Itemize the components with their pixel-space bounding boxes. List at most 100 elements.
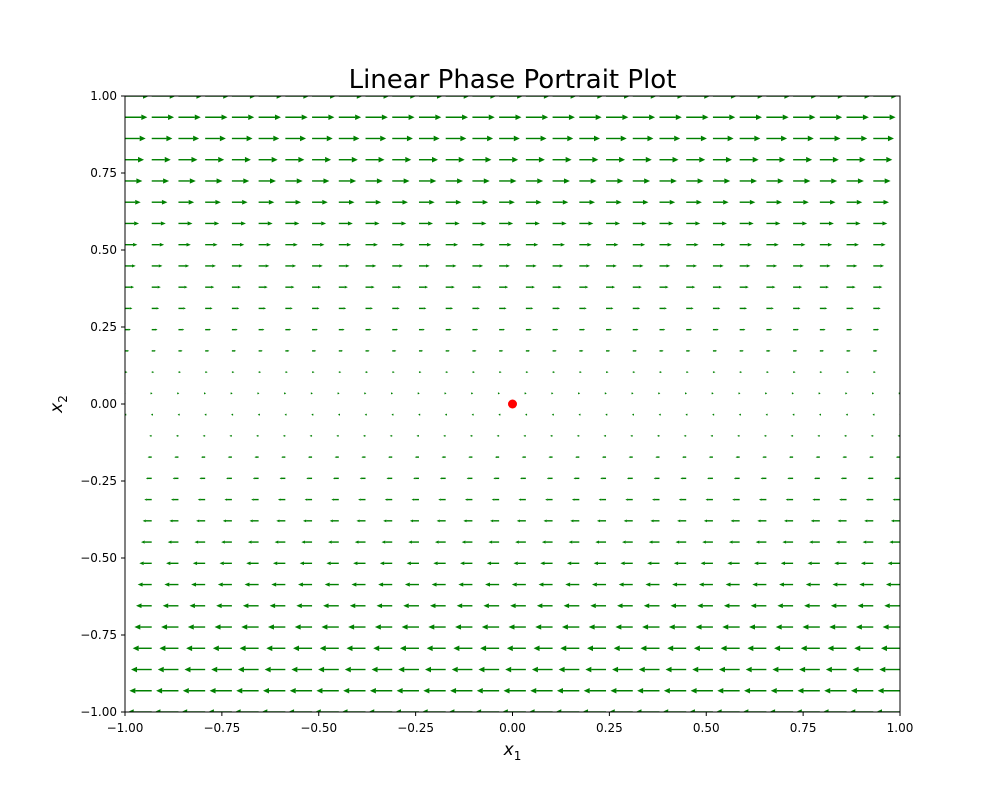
field-arrow bbox=[817, 434, 820, 437]
field-arrow bbox=[766, 96, 791, 99]
field-arrow bbox=[606, 178, 624, 184]
field-arrow bbox=[712, 199, 729, 205]
field-arrow bbox=[682, 456, 687, 459]
field-arrow bbox=[846, 328, 853, 331]
field-arrow bbox=[685, 392, 688, 395]
field-arrow bbox=[284, 392, 287, 395]
field-arrow bbox=[167, 540, 179, 544]
field-arrow bbox=[499, 371, 502, 374]
field-arrow bbox=[782, 540, 794, 544]
field-arrow bbox=[205, 328, 211, 331]
field-arrow bbox=[880, 645, 900, 652]
x-tick-label: −0.25 bbox=[397, 721, 434, 735]
field-arrow bbox=[695, 624, 713, 630]
field-arrow bbox=[712, 135, 734, 142]
field-arrow bbox=[663, 687, 687, 694]
field-arrow bbox=[312, 349, 317, 352]
field-arrow bbox=[495, 456, 500, 459]
field-arrow bbox=[204, 413, 207, 416]
field-arrow bbox=[712, 285, 723, 289]
field-arrow bbox=[472, 114, 495, 121]
field-arrow bbox=[230, 392, 233, 395]
field-arrow bbox=[125, 135, 146, 142]
field-arrow bbox=[151, 264, 163, 268]
field-arrow bbox=[791, 392, 794, 395]
field-arrow bbox=[129, 687, 152, 694]
field-arrow bbox=[623, 519, 633, 523]
field-arrow bbox=[301, 540, 313, 544]
field-arrow bbox=[445, 371, 449, 374]
field-arrow bbox=[840, 477, 847, 480]
field-arrow bbox=[285, 285, 295, 289]
field-arrow bbox=[698, 582, 713, 587]
vector-field bbox=[125, 96, 900, 712]
field-arrow bbox=[426, 645, 446, 652]
field-arrow bbox=[819, 413, 821, 416]
field-arrow bbox=[231, 242, 245, 247]
field-arrow bbox=[216, 603, 232, 609]
field-arrow bbox=[480, 645, 500, 652]
field-arrow bbox=[846, 156, 866, 163]
field-arrow bbox=[368, 709, 393, 712]
field-arrow bbox=[653, 477, 660, 480]
field-arrow bbox=[686, 178, 704, 184]
field-arrow bbox=[777, 603, 794, 609]
field-arrow bbox=[326, 561, 339, 566]
field-arrow bbox=[314, 709, 339, 712]
field-arrow bbox=[766, 307, 774, 310]
field-arrow bbox=[625, 498, 633, 501]
field-arrow bbox=[436, 519, 446, 523]
field-arrow bbox=[632, 264, 644, 268]
field-arrow bbox=[793, 135, 814, 142]
field-arrow bbox=[795, 709, 820, 712]
field-arrow bbox=[712, 96, 737, 99]
field-arrow bbox=[341, 709, 366, 712]
field-arrow bbox=[894, 477, 900, 480]
field-arrow bbox=[178, 328, 185, 331]
field-arrow bbox=[178, 349, 183, 352]
field-arrow bbox=[622, 540, 633, 544]
field-arrow bbox=[659, 264, 671, 268]
field-arrow bbox=[552, 307, 561, 310]
field-arrow bbox=[846, 242, 859, 247]
field-arrow bbox=[533, 645, 553, 652]
field-arrow bbox=[178, 285, 188, 289]
field-arrow bbox=[588, 624, 607, 630]
field-arrow bbox=[476, 687, 500, 694]
field-arrow bbox=[738, 413, 741, 416]
field-arrow bbox=[846, 114, 869, 121]
field-arrow bbox=[659, 328, 666, 331]
field-arrow bbox=[285, 328, 292, 331]
field-arrow bbox=[769, 709, 794, 712]
field-arrow bbox=[231, 114, 255, 121]
field-arrow bbox=[343, 687, 366, 694]
field-arrow bbox=[451, 666, 473, 673]
field-arrow bbox=[552, 114, 575, 121]
field-arrow bbox=[606, 221, 621, 226]
field-arrow bbox=[338, 264, 350, 268]
field-arrow bbox=[596, 519, 607, 523]
field-arrow bbox=[247, 540, 259, 544]
field-arrow bbox=[819, 307, 828, 310]
field-arrow bbox=[525, 156, 545, 163]
field-arrow bbox=[632, 114, 656, 121]
field-arrow bbox=[578, 392, 581, 395]
field-arrow bbox=[472, 156, 492, 163]
field-arrow bbox=[578, 413, 581, 416]
field-arrow bbox=[879, 666, 900, 673]
field-arrow bbox=[846, 199, 863, 205]
equilibrium-layer bbox=[508, 399, 517, 409]
field-arrow bbox=[849, 709, 874, 712]
field-arrow bbox=[632, 178, 651, 184]
field-arrow bbox=[830, 603, 847, 609]
field-arrow bbox=[261, 709, 286, 712]
field-arrow bbox=[468, 456, 473, 459]
field-arrow bbox=[552, 156, 572, 163]
field-arrow bbox=[827, 645, 847, 652]
field-arrow bbox=[338, 285, 348, 289]
field-arrow bbox=[766, 114, 789, 121]
field-arrow bbox=[766, 371, 769, 374]
field-arrow bbox=[147, 456, 152, 459]
field-arrow bbox=[640, 645, 660, 652]
